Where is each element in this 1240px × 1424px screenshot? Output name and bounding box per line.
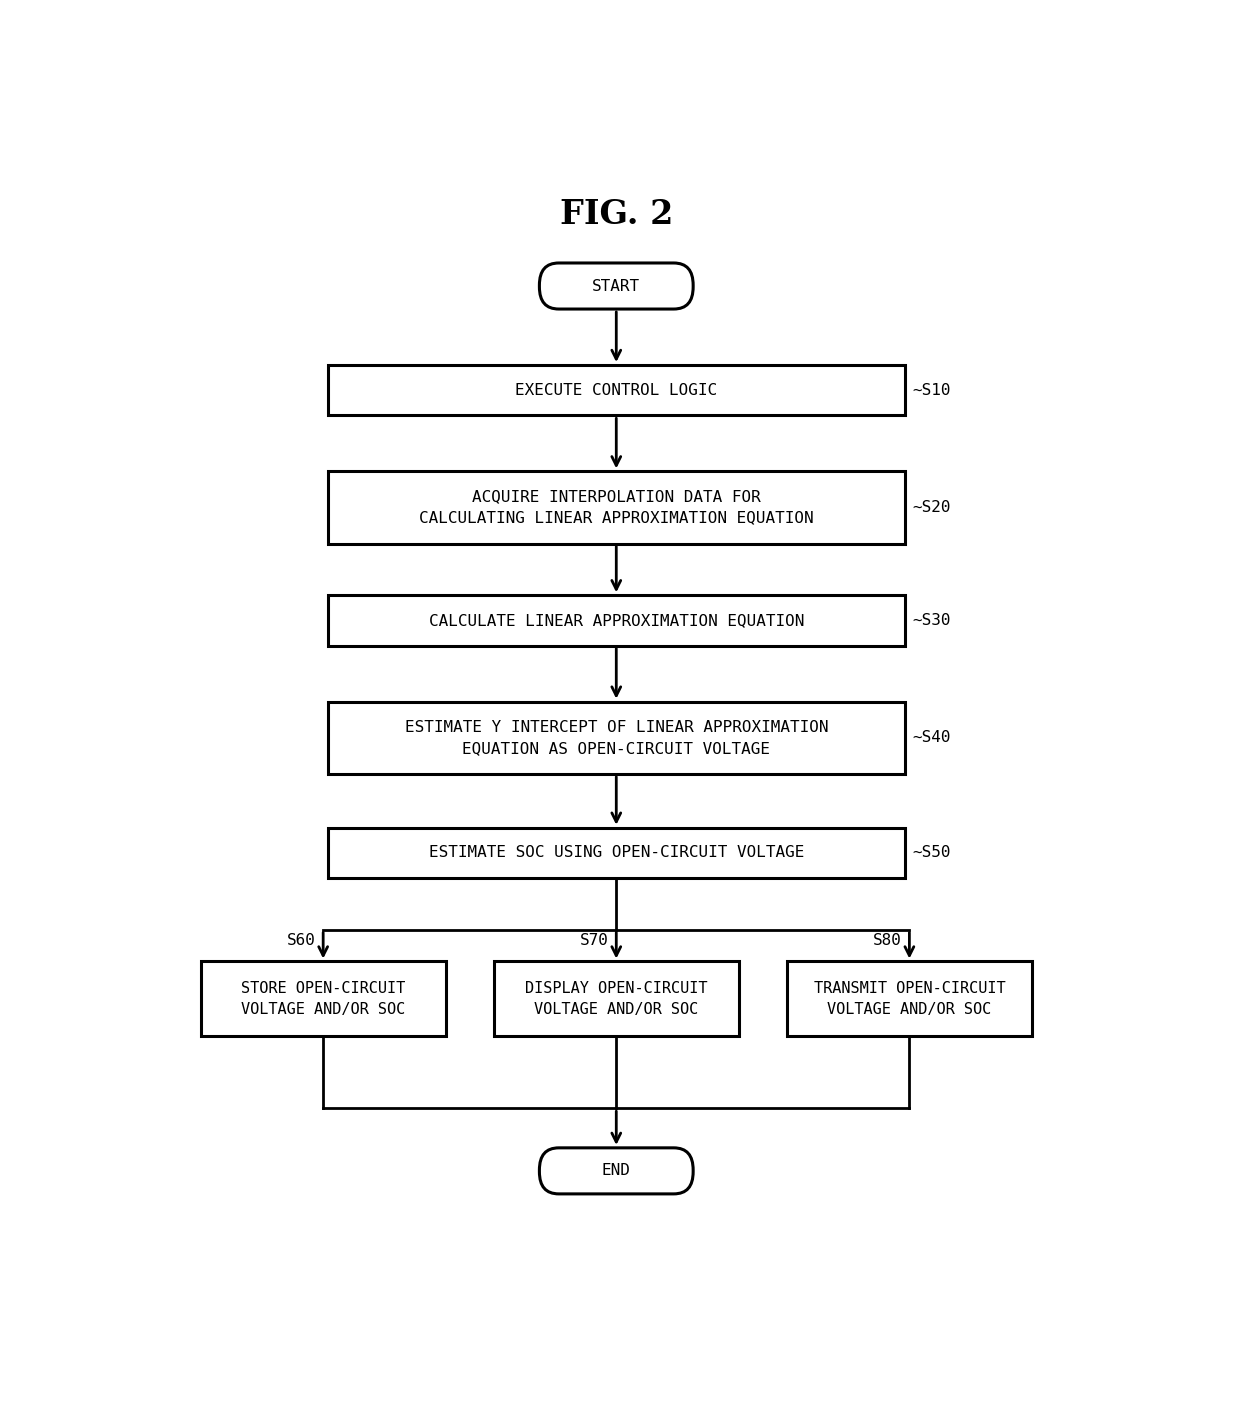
Text: START: START bbox=[593, 279, 640, 293]
FancyBboxPatch shape bbox=[539, 263, 693, 309]
Text: END: END bbox=[601, 1163, 631, 1179]
Text: DISPLAY OPEN-CIRCUIT
VOLTAGE AND/OR SOC: DISPLAY OPEN-CIRCUIT VOLTAGE AND/OR SOC bbox=[525, 981, 708, 1017]
Text: ESTIMATE SOC USING OPEN-CIRCUIT VOLTAGE: ESTIMATE SOC USING OPEN-CIRCUIT VOLTAGE bbox=[429, 846, 804, 860]
FancyBboxPatch shape bbox=[201, 961, 445, 1037]
FancyBboxPatch shape bbox=[327, 471, 905, 544]
Text: ESTIMATE Y INTERCEPT OF LINEAR APPROXIMATION
EQUATION AS OPEN-CIRCUIT VOLTAGE: ESTIMATE Y INTERCEPT OF LINEAR APPROXIMA… bbox=[404, 719, 828, 756]
Text: CALCULATE LINEAR APPROXIMATION EQUATION: CALCULATE LINEAR APPROXIMATION EQUATION bbox=[429, 612, 804, 628]
Text: ~S40: ~S40 bbox=[913, 731, 951, 745]
Text: S80: S80 bbox=[873, 933, 901, 948]
Text: ACQUIRE INTERPOLATION DATA FOR
CALCULATING LINEAR APPROXIMATION EQUATION: ACQUIRE INTERPOLATION DATA FOR CALCULATI… bbox=[419, 490, 813, 525]
Text: S60: S60 bbox=[286, 933, 315, 948]
Text: S70: S70 bbox=[579, 933, 609, 948]
FancyBboxPatch shape bbox=[539, 1148, 693, 1193]
FancyBboxPatch shape bbox=[787, 961, 1032, 1037]
Text: STORE OPEN-CIRCUIT
VOLTAGE AND/OR SOC: STORE OPEN-CIRCUIT VOLTAGE AND/OR SOC bbox=[241, 981, 405, 1017]
Text: TRANSMIT OPEN-CIRCUIT
VOLTAGE AND/OR SOC: TRANSMIT OPEN-CIRCUIT VOLTAGE AND/OR SOC bbox=[813, 981, 1006, 1017]
FancyBboxPatch shape bbox=[327, 827, 905, 879]
Text: ~S10: ~S10 bbox=[913, 383, 951, 397]
FancyBboxPatch shape bbox=[327, 365, 905, 416]
Text: ~S50: ~S50 bbox=[913, 846, 951, 860]
FancyBboxPatch shape bbox=[327, 702, 905, 775]
Text: EXECUTE CONTROL LOGIC: EXECUTE CONTROL LOGIC bbox=[515, 383, 718, 397]
FancyBboxPatch shape bbox=[327, 595, 905, 645]
Text: ~S20: ~S20 bbox=[913, 500, 951, 515]
FancyBboxPatch shape bbox=[494, 961, 739, 1037]
Text: ~S30: ~S30 bbox=[913, 612, 951, 628]
Text: FIG. 2: FIG. 2 bbox=[559, 198, 673, 231]
